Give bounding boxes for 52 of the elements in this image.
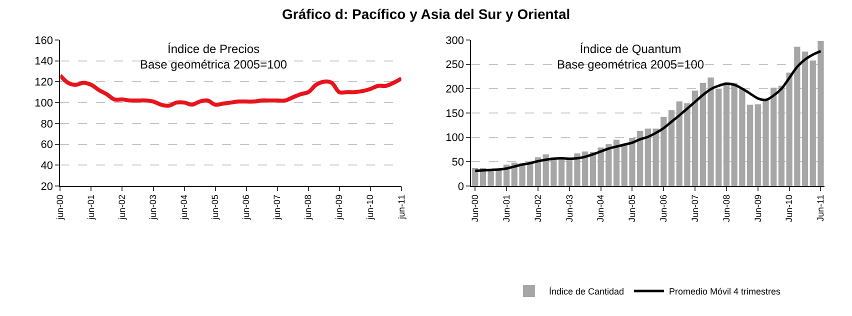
legend-label: Índice de Cantidad: [548, 286, 624, 297]
x-tick-label: jun-11: [396, 194, 406, 220]
y-tick-label: 40: [40, 160, 54, 172]
y-tick-label: 200: [446, 84, 464, 96]
bar: [778, 86, 785, 186]
y-tick-label: 140: [34, 56, 54, 68]
text: Índice de Precios Base geométrica 2005=100: [140, 42, 288, 72]
y-tick-label: 100: [446, 132, 464, 144]
x-tick-label: Jun-02: [532, 194, 543, 222]
x-tick-label: jun-08: [303, 194, 314, 221]
y-tick-label: 80: [40, 118, 54, 130]
x-tick-label: jun-04: [179, 194, 190, 221]
x-tick-label: jun-09: [334, 194, 344, 221]
y-tick-label: 0: [458, 180, 464, 193]
y-tick-label: 250: [446, 59, 464, 72]
x-tick-label: jun-03: [148, 194, 158, 221]
x-tick-label: jun-05: [210, 194, 220, 221]
y-tick-label: 300: [446, 34, 464, 47]
x-tick-label: jun-07: [272, 194, 282, 221]
line-series: [60, 73, 402, 108]
y-tick-label: 100: [34, 97, 54, 110]
bar: [472, 168, 478, 186]
y-tick-label: 60: [40, 139, 54, 152]
x-tick-label: Jun-05: [627, 194, 638, 222]
bar: [613, 140, 620, 186]
chart-title: Gráfico d: Pacífico y Asia del Sur y Oriental: [282, 6, 570, 22]
x-tick-label: jun-10: [365, 194, 376, 221]
y-tick-label: 50: [452, 156, 464, 169]
x-tick-label: Jun-10: [784, 194, 794, 222]
x-tick-label: Jun-11: [816, 194, 826, 222]
x-tick-label: Jun-06: [658, 194, 669, 222]
x-tick-label: jun-01: [86, 194, 96, 221]
bar: [802, 52, 808, 186]
y-tick-label: 120: [34, 76, 54, 89]
y-tick-label: 20: [40, 180, 54, 193]
bar: [723, 82, 730, 186]
text: Índice de Quantum Base geométrica 2005=100: [557, 42, 704, 72]
x-tick-label: jun-06: [241, 194, 252, 221]
x-tick-label: jun-00: [55, 194, 66, 221]
y-tick-label: 160: [34, 34, 54, 47]
legend-label: Promedio Móvil 4 trimestres: [669, 286, 782, 297]
x-tick-label: Jun-03: [564, 194, 574, 222]
x-tick-label: Jun-04: [596, 194, 606, 222]
x-tick-label: Jun-08: [721, 194, 732, 222]
bar: [558, 158, 565, 186]
x-tick-label: Jun-01: [501, 194, 512, 222]
bar: [668, 110, 675, 186]
x-tick-label: Jun-07: [690, 194, 700, 222]
x-tick-label: Jun-09: [752, 194, 763, 222]
y-tick-label: 150: [446, 108, 464, 120]
x-tick-label: jun-02: [117, 194, 128, 221]
x-tick-label: Jun-00: [470, 194, 480, 222]
